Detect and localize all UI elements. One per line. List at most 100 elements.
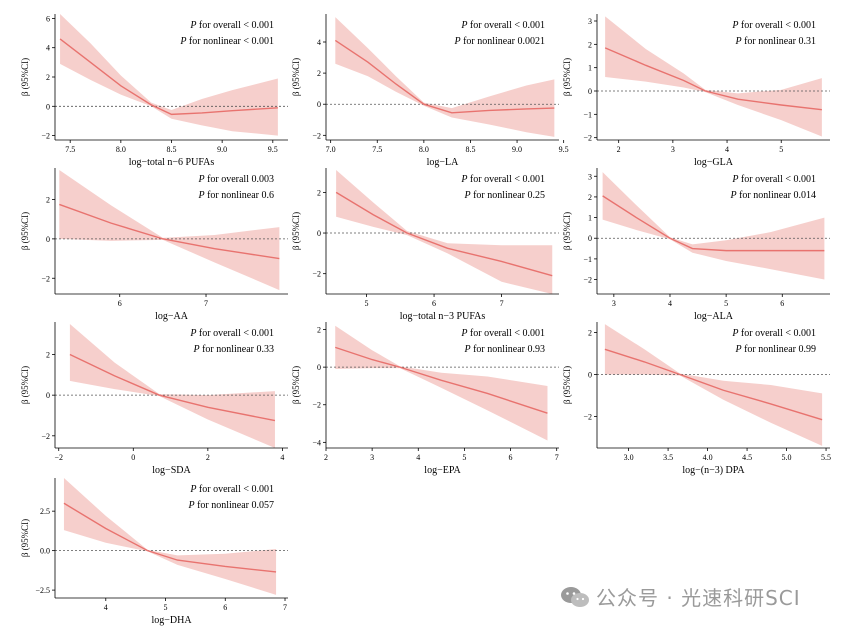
p-value: for nonlinear 0.057 — [195, 500, 274, 511]
x-tick-label: 5 — [365, 299, 369, 308]
ci-band — [335, 17, 555, 137]
panel-9: 3.0 3.5 4.0 4.5 5.0 5.5 −2 0 2 log−(n−3) DPA β (95… — [562, 322, 831, 476]
p-symbol: P — [453, 36, 460, 47]
p-symbol: P — [729, 190, 736, 201]
p-overall-text: P for overall < 0.001 — [460, 174, 545, 185]
y-tick-label: 2 — [588, 40, 592, 49]
p-overall-text: P for overall < 0.001 — [189, 484, 274, 495]
estimate-line — [604, 348, 823, 421]
p-symbol: P — [731, 174, 738, 185]
p-overall-text: P for overall 0.003 — [197, 174, 274, 185]
ci-band — [336, 170, 553, 294]
p-value: for nonlinear 0.6 — [205, 190, 274, 201]
p-symbol: P — [463, 344, 470, 355]
p-overall-text: P for overall < 0.001 — [731, 20, 816, 31]
estimate-line — [59, 203, 280, 260]
y-axis-label: β (95%CI) — [291, 58, 301, 96]
y-tick-label: 2 — [46, 351, 50, 360]
y-tick-label: 0 — [588, 371, 592, 380]
panel-6: 3 4 5 6 −2 −1 0 1 2 3 log−ALA β (95%CI) P for overal… — [562, 168, 830, 322]
x-axis-label: log−total n−3 PUFAs — [400, 311, 486, 322]
y-tick-label: 2 — [317, 188, 321, 197]
y-tick-label: 2 — [588, 193, 592, 202]
estimate-line — [604, 47, 822, 111]
y-tick-label: 2.5 — [40, 507, 50, 516]
x-tick-label: 3 — [671, 145, 675, 154]
x-tick-label: 7 — [283, 603, 287, 612]
x-tick-label: 4 — [280, 453, 284, 462]
x-tick-label: 9.5 — [268, 145, 278, 154]
x-tick-label: 5 — [164, 603, 168, 612]
p-symbol: P — [460, 174, 467, 185]
p-symbol: P — [187, 500, 194, 511]
estimate-line — [602, 195, 825, 252]
y-axis-label: β (95%CI) — [291, 366, 301, 404]
y-tick-label: 4 — [317, 38, 321, 47]
x-tick-label: 8.5 — [465, 145, 475, 154]
x-tick-label: 9.0 — [512, 145, 522, 154]
p-overall-text: P for overall < 0.001 — [460, 328, 545, 339]
ci-band — [60, 14, 278, 136]
y-axis-label: β (95%CI) — [20, 519, 30, 557]
ci-band — [63, 478, 277, 595]
y-tick-label: −2 — [583, 276, 592, 285]
x-tick-label: 3.5 — [663, 453, 673, 462]
y-tick-label: −2 — [41, 432, 50, 441]
x-tick-label: 5 — [779, 145, 783, 154]
p-overall-text: P for overall < 0.001 — [731, 328, 816, 339]
x-tick-label: 5 — [724, 299, 728, 308]
panel-10: 4 5 6 7 −2.5 0.0 2.5 log−DHA β (95%CI) P for over… — [20, 478, 288, 626]
x-tick-label: 4.0 — [703, 453, 713, 462]
panel-7: −2 0 2 4 −2 0 2 log−SDA β (95%CI) P for overall <… — [20, 322, 288, 476]
p-value: for overall < 0.001 — [467, 328, 545, 339]
y-tick-label: 0 — [317, 229, 321, 238]
x-axis-label: log−SDA — [152, 465, 191, 476]
ci-band — [335, 325, 548, 441]
p-value: for nonlinear 0.0021 — [461, 36, 545, 47]
y-tick-label: −2 — [312, 401, 321, 410]
x-tick-label: 6 — [432, 299, 436, 308]
p-nonlinear-text: P for nonlinear 0.99 — [734, 344, 816, 355]
x-tick-label: 6 — [780, 299, 784, 308]
y-axis-label: β (95%CI) — [562, 212, 572, 250]
x-axis-label: log−LA — [427, 157, 460, 168]
p-symbol: P — [179, 36, 186, 47]
y-tick-label: 0 — [46, 102, 50, 111]
p-value: for overall < 0.001 — [196, 20, 274, 31]
y-tick-label: 0 — [588, 87, 592, 96]
p-value: for nonlinear 0.31 — [742, 36, 816, 47]
p-overall-text: P for overall < 0.001 — [189, 20, 274, 31]
p-nonlinear-text: P for nonlinear < 0.001 — [179, 36, 274, 47]
p-value: for overall < 0.001 — [738, 174, 816, 185]
p-value: for overall < 0.001 — [196, 484, 274, 495]
y-tick-label: 2 — [46, 196, 50, 205]
y-axis-label: β (95%CI) — [20, 212, 30, 250]
p-value: for overall < 0.001 — [738, 20, 816, 31]
p-symbol: P — [197, 190, 204, 201]
estimate-line — [334, 39, 555, 114]
panel-5: 5 6 7 −2 0 2 log−total n−3 PUFAs β (95%CI) P for… — [291, 168, 559, 322]
x-axis-label: log−DHA — [151, 615, 192, 626]
x-tick-label: 7 — [204, 299, 208, 308]
x-tick-label: 0 — [131, 453, 135, 462]
y-tick-label: 0 — [588, 234, 592, 243]
y-tick-label: 4 — [46, 44, 50, 53]
x-axis-label: log−ALA — [694, 311, 734, 322]
x-tick-label: 2 — [617, 145, 621, 154]
x-axis-label: log−total n−6 PUFAs — [129, 157, 215, 168]
p-symbol: P — [189, 328, 196, 339]
p-value: for nonlinear 0.93 — [471, 344, 545, 355]
x-tick-label: 2 — [206, 453, 210, 462]
ci-band — [69, 324, 275, 448]
y-tick-label: −2.5 — [35, 586, 50, 595]
p-symbol: P — [189, 20, 196, 31]
p-value: for nonlinear 0.25 — [471, 190, 545, 201]
x-tick-label: 3 — [612, 299, 616, 308]
p-overall-text: P for overall < 0.001 — [731, 174, 816, 185]
y-tick-label: 2 — [46, 73, 50, 82]
panel-2: 7.0 7.5 8.0 8.5 9.0 9.5 −2 0 2 4 log−LA β (95%CI) P … — [291, 14, 569, 168]
p-symbol: P — [460, 20, 467, 31]
p-nonlinear-text: P for nonlinear 0.93 — [463, 344, 545, 355]
y-tick-label: 1 — [588, 64, 592, 73]
